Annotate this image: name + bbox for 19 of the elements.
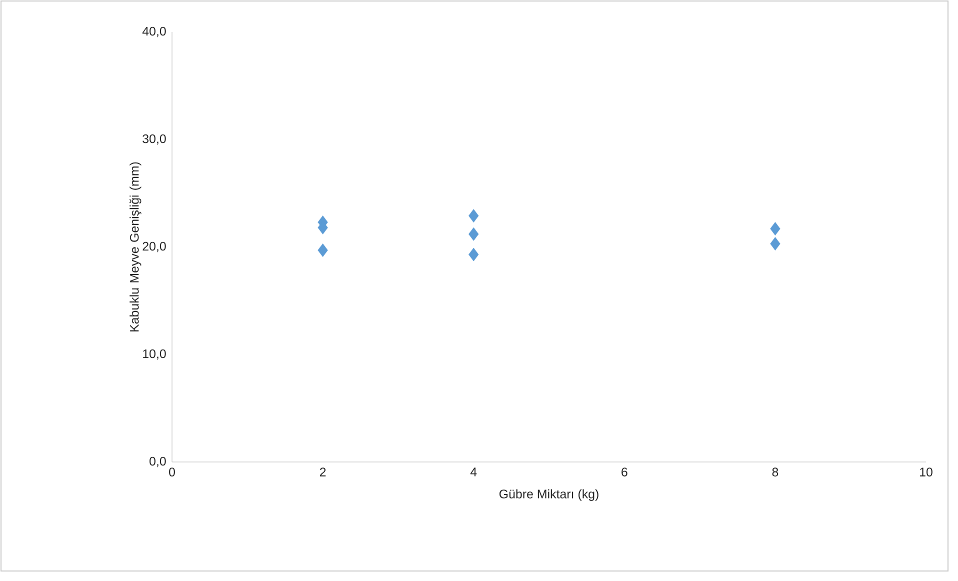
x-axis-title: Gübre Miktarı (kg) — [499, 489, 598, 501]
x-tick-label: 4 — [470, 468, 477, 476]
point — [468, 209, 479, 223]
y-tick-label: 20,0 — [142, 242, 166, 252]
y-tick-label: 40,0 — [142, 26, 166, 38]
x-tick-label: 8 — [772, 468, 778, 476]
point — [770, 222, 780, 236]
point — [770, 237, 780, 250]
y-tick-label: 0,0 — [150, 456, 166, 468]
x-tick-label: 0 — [169, 468, 175, 476]
point — [468, 248, 479, 262]
x-tick-label: 10 — [920, 468, 932, 476]
y-axis-title: Kabuklu Meyve Genişliği (mm) — [129, 162, 142, 332]
y-tick-label: 30,0 — [142, 134, 166, 145]
y-tick-label: 10,0 — [143, 349, 166, 360]
point — [468, 227, 479, 241]
x-tick-label: 6 — [622, 468, 628, 476]
point — [318, 244, 328, 257]
x-tick-label: 2 — [320, 468, 326, 476]
